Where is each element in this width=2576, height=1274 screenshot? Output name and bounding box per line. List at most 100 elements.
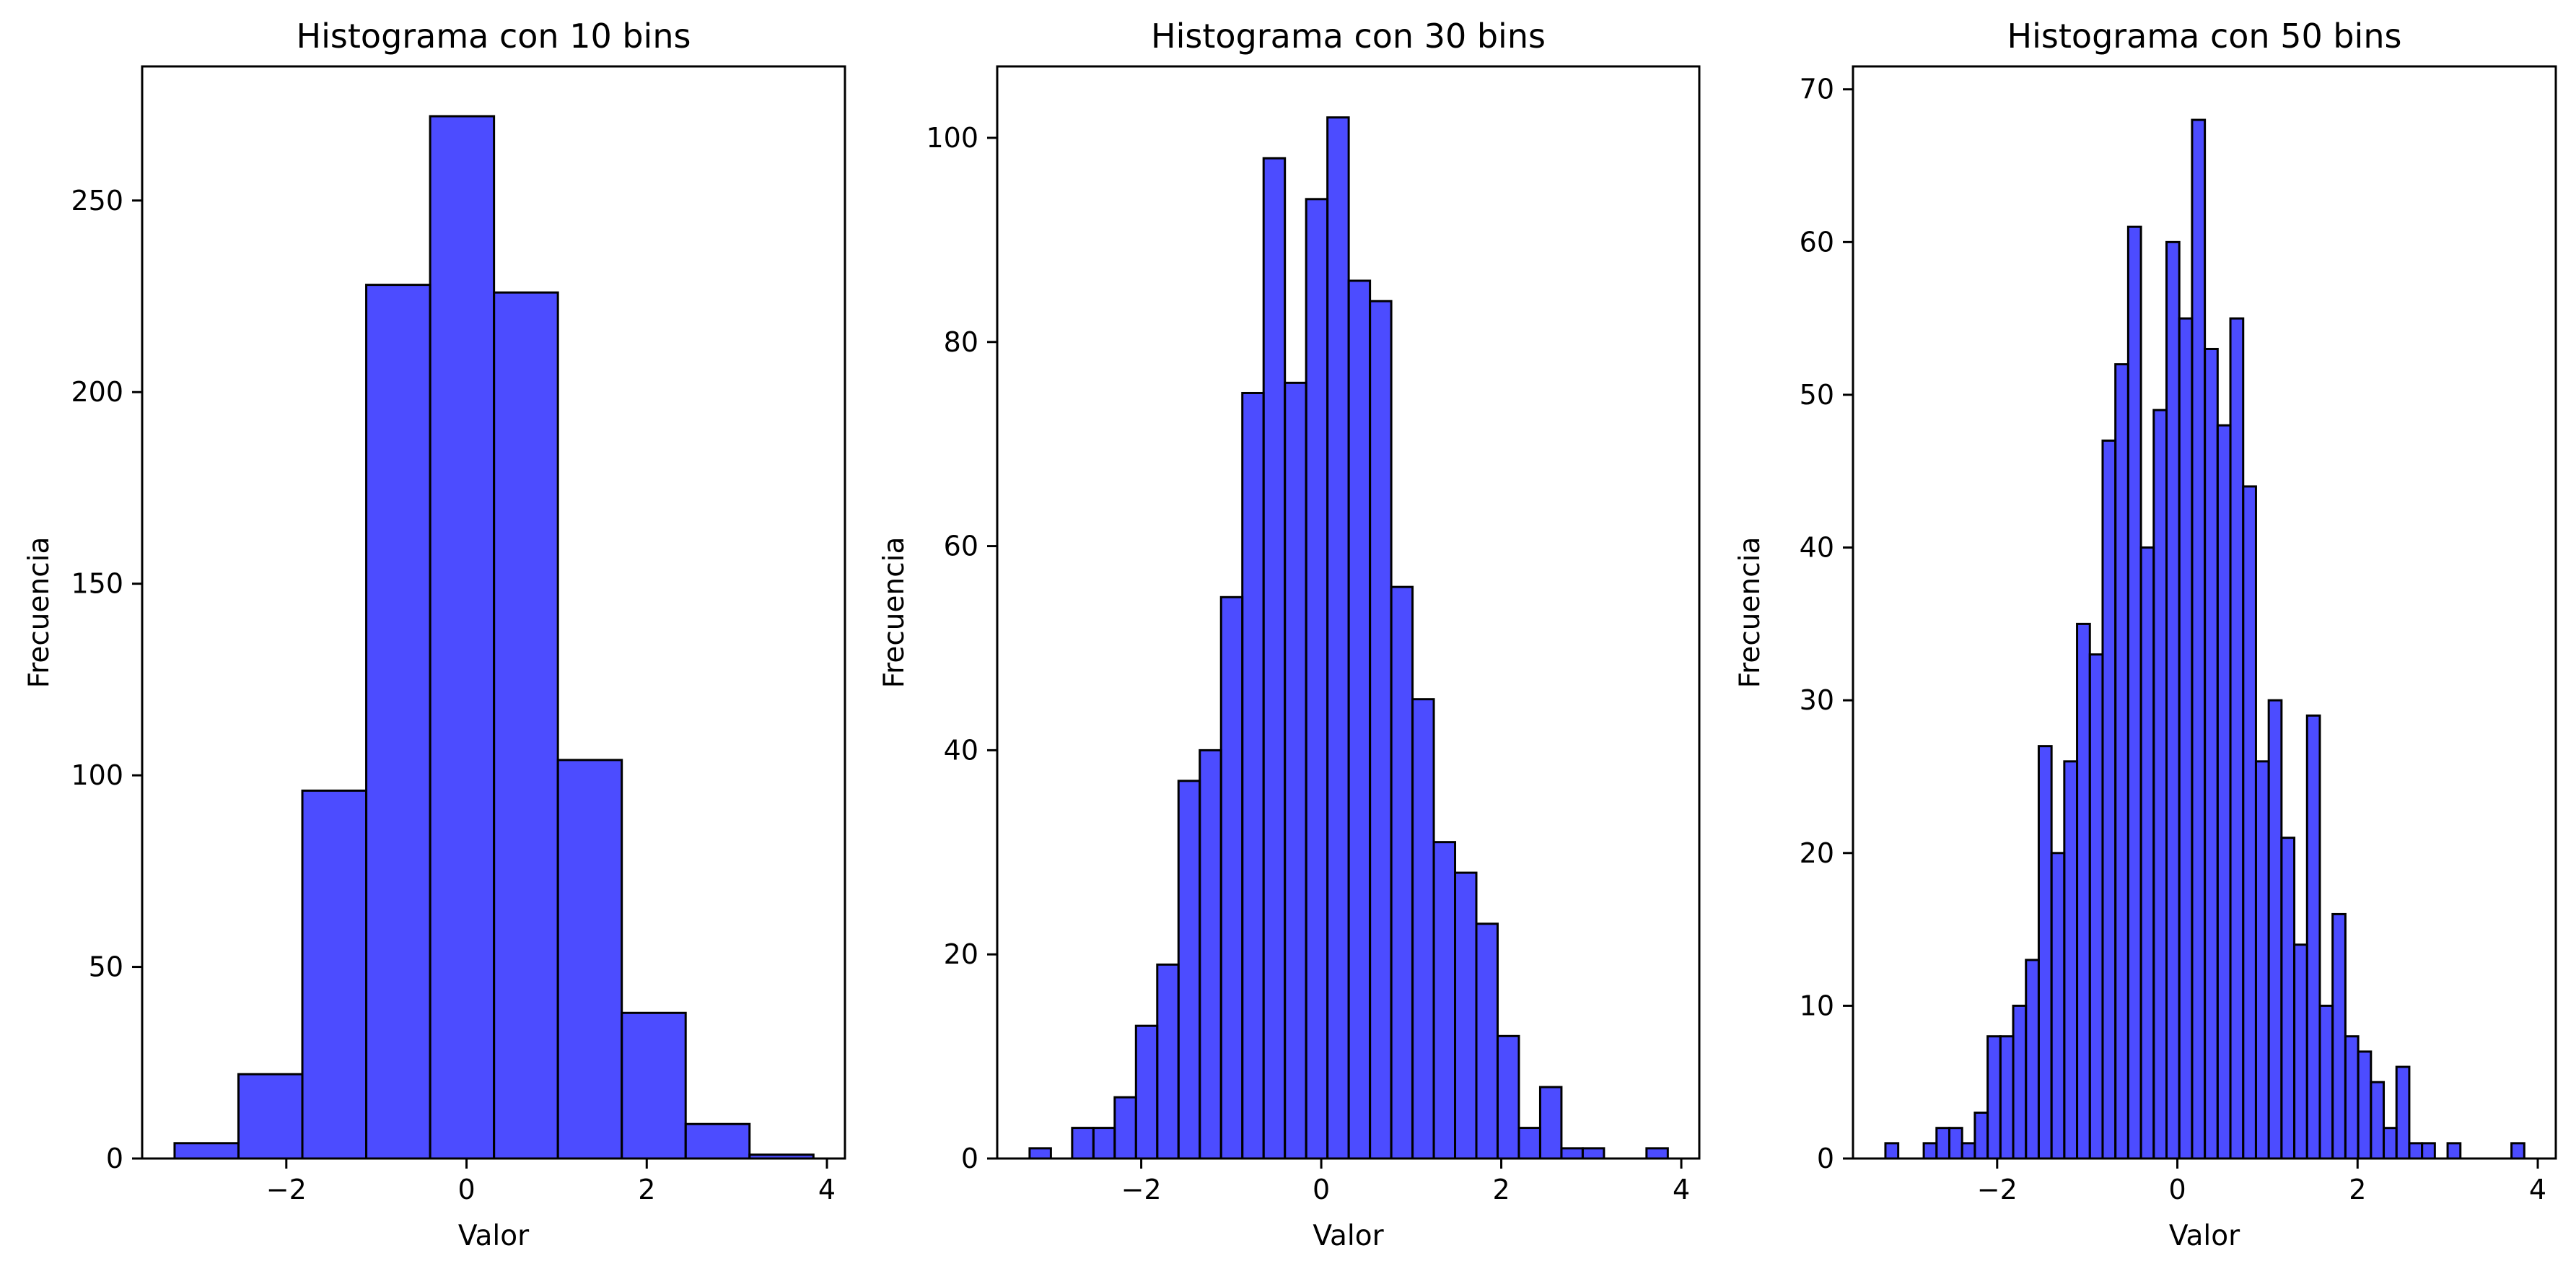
histogram-bar xyxy=(2076,622,2091,1160)
histogram-bar xyxy=(2395,1065,2411,1160)
y-tick-label: 20 xyxy=(1800,837,1834,869)
histogram-bar xyxy=(2280,837,2296,1160)
x-tick-label: 2 xyxy=(638,1174,655,1205)
histogram-bar xyxy=(1347,279,1372,1160)
histogram-bar xyxy=(1496,1034,1520,1160)
y-tick-label: 100 xyxy=(926,122,978,154)
histogram-bar xyxy=(2408,1142,2424,1160)
histogram-bar xyxy=(2037,745,2053,1160)
y-tick-label: 150 xyxy=(71,568,123,600)
x-tick-label: 0 xyxy=(1313,1174,1330,1205)
histogram-bar xyxy=(1369,300,1393,1160)
histogram-bar xyxy=(1432,841,1457,1160)
histogram-bar xyxy=(2063,760,2079,1160)
histogram-bar xyxy=(1922,1142,1938,1160)
histogram-bar xyxy=(1092,1127,1116,1160)
x-tick-label: 4 xyxy=(2529,1174,2546,1205)
histogram-bar xyxy=(1262,157,1287,1160)
histogram-bar xyxy=(429,115,496,1160)
histogram-bar xyxy=(2165,240,2181,1160)
y-tick-label: 20 xyxy=(944,938,978,970)
y-tick-label: 10 xyxy=(1800,990,1834,1021)
histogram-bar xyxy=(2293,943,2308,1160)
y-axis-label: Frecuencia xyxy=(23,537,56,689)
histogram-bar xyxy=(2318,1004,2334,1160)
histogram-bar xyxy=(2305,714,2321,1160)
histogram-bar xyxy=(2178,317,2194,1160)
histogram-bar xyxy=(365,284,431,1160)
histogram-bar xyxy=(1961,1142,1976,1160)
chart-title: Histograma con 50 bins xyxy=(2007,17,2402,56)
y-tick-label: 0 xyxy=(961,1143,978,1174)
histogram-bar xyxy=(2267,699,2283,1160)
histogram-bar xyxy=(2050,852,2066,1160)
histogram-bar xyxy=(2152,409,2168,1160)
histogram-bar xyxy=(684,1122,751,1160)
plot-frame xyxy=(141,65,846,1160)
histogram-bar xyxy=(2242,485,2257,1160)
y-tick-label: 50 xyxy=(1800,379,1834,411)
x-tick-label: 4 xyxy=(818,1174,836,1205)
y-tick-label: 40 xyxy=(1800,532,1834,564)
histogram-bar xyxy=(2370,1081,2386,1160)
histogram-bar xyxy=(1199,749,1222,1160)
histogram-bar xyxy=(1973,1112,1989,1160)
plot-frame xyxy=(1852,65,2557,1160)
x-tick-label: 0 xyxy=(2168,1174,2186,1205)
histogram-bar xyxy=(1475,922,1499,1160)
histogram-bar xyxy=(1326,116,1350,1160)
histogram-bar xyxy=(2088,653,2104,1160)
chart-title: Histograma con 30 bins xyxy=(1151,17,1546,56)
histogram-bar xyxy=(2216,424,2232,1160)
histogram-bar xyxy=(1935,1127,1950,1160)
x-tick-label: 2 xyxy=(1492,1174,1510,1205)
histogram-bar xyxy=(1645,1147,1669,1160)
histogram-bar xyxy=(1986,1035,2002,1160)
histogram-bar xyxy=(1581,1147,1605,1160)
histogram-bar xyxy=(2204,347,2219,1160)
x-tick-label: 4 xyxy=(1673,1174,1690,1205)
histogram-bar xyxy=(2101,439,2117,1160)
histogram-bar xyxy=(1177,780,1201,1160)
histogram-bar xyxy=(1241,391,1265,1160)
histogram-bar xyxy=(1219,595,1244,1160)
plot-frame xyxy=(996,65,1701,1160)
y-tick-label: 200 xyxy=(71,376,123,408)
histogram-bar xyxy=(1999,1035,2015,1160)
histogram-panel-1: −2 0 2 4 0 50 100 150 200 250 Histograma con 10 bi… xyxy=(23,17,846,1252)
histogram-bar xyxy=(2229,317,2245,1160)
histogram-bar xyxy=(1560,1147,1584,1160)
x-tick-label: −2 xyxy=(1121,1174,1162,1205)
histogram-bar xyxy=(1071,1127,1095,1160)
histogram-bar xyxy=(1538,1086,1563,1160)
y-axis-label: Frecuencia xyxy=(878,537,911,689)
x-tick-label: 2 xyxy=(2349,1174,2366,1205)
x-axis-label: Valor xyxy=(1313,1220,1384,1252)
histogram-bar xyxy=(2446,1142,2462,1160)
histogram-bar xyxy=(1305,198,1329,1160)
x-axis-label: Valor xyxy=(458,1220,530,1252)
histogram-bar xyxy=(2357,1050,2373,1160)
x-tick-label: −2 xyxy=(1977,1174,2018,1205)
histogram-bar xyxy=(1113,1096,1137,1160)
histogram-bar xyxy=(1948,1127,1963,1160)
histogram-bar xyxy=(2331,912,2347,1160)
y-tick-label: 0 xyxy=(106,1143,123,1174)
histogram-bar xyxy=(1454,871,1478,1160)
y-tick-label: 40 xyxy=(944,734,978,766)
histogram-bar xyxy=(2025,959,2040,1160)
histogram-bar xyxy=(2012,1004,2028,1160)
histogram-bar xyxy=(2139,546,2155,1160)
y-tick-label: 30 xyxy=(1800,684,1834,716)
y-tick-label: 80 xyxy=(944,326,978,358)
histogram-bar xyxy=(1028,1147,1052,1160)
y-tick-label: 70 xyxy=(1800,74,1834,105)
y-tick-label: 50 xyxy=(89,951,123,983)
y-tick-label: 100 xyxy=(71,759,123,791)
y-tick-label: 250 xyxy=(71,185,123,217)
y-tick-label: 0 xyxy=(1817,1143,1834,1174)
y-axis-label: Frecuencia xyxy=(1734,537,1766,689)
